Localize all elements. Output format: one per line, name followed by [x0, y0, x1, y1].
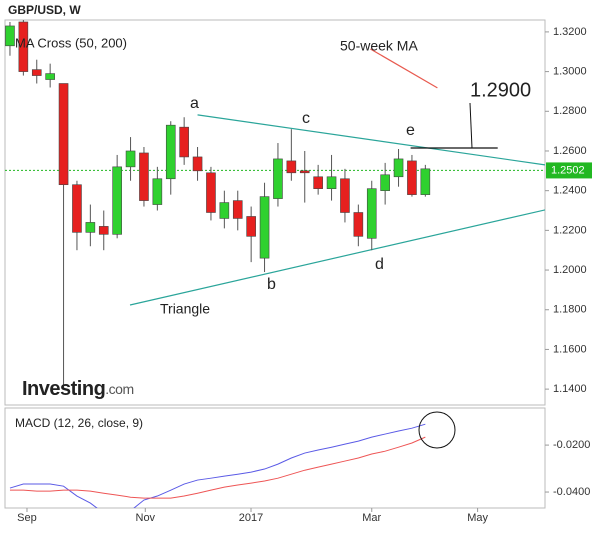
logo-text: Investing	[22, 378, 105, 400]
y-tick-label: 1.1400	[553, 383, 587, 395]
last-price-tag	[546, 162, 592, 179]
indicator-label: MA Cross (50, 200)	[15, 35, 127, 50]
y-tick-label: 1.1600	[553, 343, 587, 355]
annotation: Triangle	[160, 301, 210, 317]
candle-body	[259, 196, 270, 259]
candle-body	[366, 188, 377, 239]
candle-body	[58, 83, 69, 186]
candle-body	[112, 166, 122, 235]
candle-body	[340, 178, 350, 213]
y-tick-label: 1.2800	[553, 105, 587, 117]
logo: Investing.com	[22, 378, 134, 400]
candle-body	[353, 212, 364, 237]
main-plot	[5, 20, 545, 390]
candle-body	[72, 184, 82, 233]
y-tick-label: 1.3000	[553, 66, 587, 78]
x-tick-label: Nov	[136, 512, 156, 524]
macd-plot	[9, 423, 426, 508]
annotation: c	[302, 110, 310, 127]
candle-body	[139, 152, 149, 201]
x-tick-label: Mar	[362, 512, 381, 524]
trend-line	[370, 48, 438, 89]
macd-line	[9, 423, 426, 508]
candle-body	[125, 150, 136, 168]
trend-line	[129, 209, 545, 306]
trend-line	[197, 114, 545, 166]
candle-body	[152, 178, 163, 205]
candle-body	[273, 158, 283, 199]
candle-body	[98, 226, 109, 235]
candle-body	[232, 200, 243, 219]
candle-body	[246, 216, 256, 237]
candle-body	[192, 156, 203, 172]
annotation: e	[406, 122, 415, 139]
y-tick-label: -0.0200	[553, 439, 590, 451]
axes: 1.3200 1.3000 1.2800 1.2600 1.2400 1.2200 1.20…	[17, 26, 592, 524]
candle-body	[18, 21, 29, 72]
y-tick-label: 1.1800	[553, 304, 587, 316]
annotation: 50-week MA	[340, 38, 418, 54]
candle-body	[407, 160, 417, 195]
last-price-label: 1.2502	[551, 164, 585, 176]
y-tick-label: 1.2000	[553, 264, 587, 276]
y-tick-label: 1.2200	[553, 224, 587, 236]
candle-body	[393, 158, 404, 178]
candle-body	[179, 126, 189, 158]
x-tick-label: 2017	[239, 512, 263, 524]
candle-body	[45, 73, 55, 80]
y-tick-label: 1.2600	[553, 145, 587, 157]
candle-body	[326, 176, 337, 189]
annotation: 1.2900	[470, 79, 531, 101]
logo-suffix: .com	[105, 381, 133, 397]
highlight-circle	[418, 411, 456, 449]
candle-body	[219, 202, 230, 219]
annotation: a	[190, 95, 199, 112]
candle-body	[85, 222, 96, 233]
chart-title: GBP/USD, W	[8, 3, 81, 17]
candle-body	[313, 176, 323, 189]
candle-body	[420, 168, 431, 195]
candle-body	[286, 160, 297, 174]
y-tick-label: 1.3200	[553, 26, 587, 38]
main-frame	[4, 19, 546, 406]
candle-body	[31, 69, 42, 76]
macd-line	[9, 436, 426, 499]
candle-body	[206, 172, 216, 213]
candle-body	[165, 124, 176, 180]
annotation: d	[375, 256, 384, 273]
y-tick-label: -0.0400	[553, 486, 590, 498]
leader-line	[469, 102, 473, 149]
x-tick-label: May	[467, 512, 488, 524]
y-tick-label: 1.2400	[553, 185, 587, 197]
annotation: b	[267, 276, 276, 293]
x-tick-label: Sep	[17, 512, 37, 524]
candle-body	[380, 174, 390, 191]
macd-frame	[4, 407, 546, 509]
candle-body	[5, 25, 15, 47]
candle-body	[299, 170, 310, 174]
macd-title: MACD (12, 26, close, 9)	[15, 416, 143, 430]
